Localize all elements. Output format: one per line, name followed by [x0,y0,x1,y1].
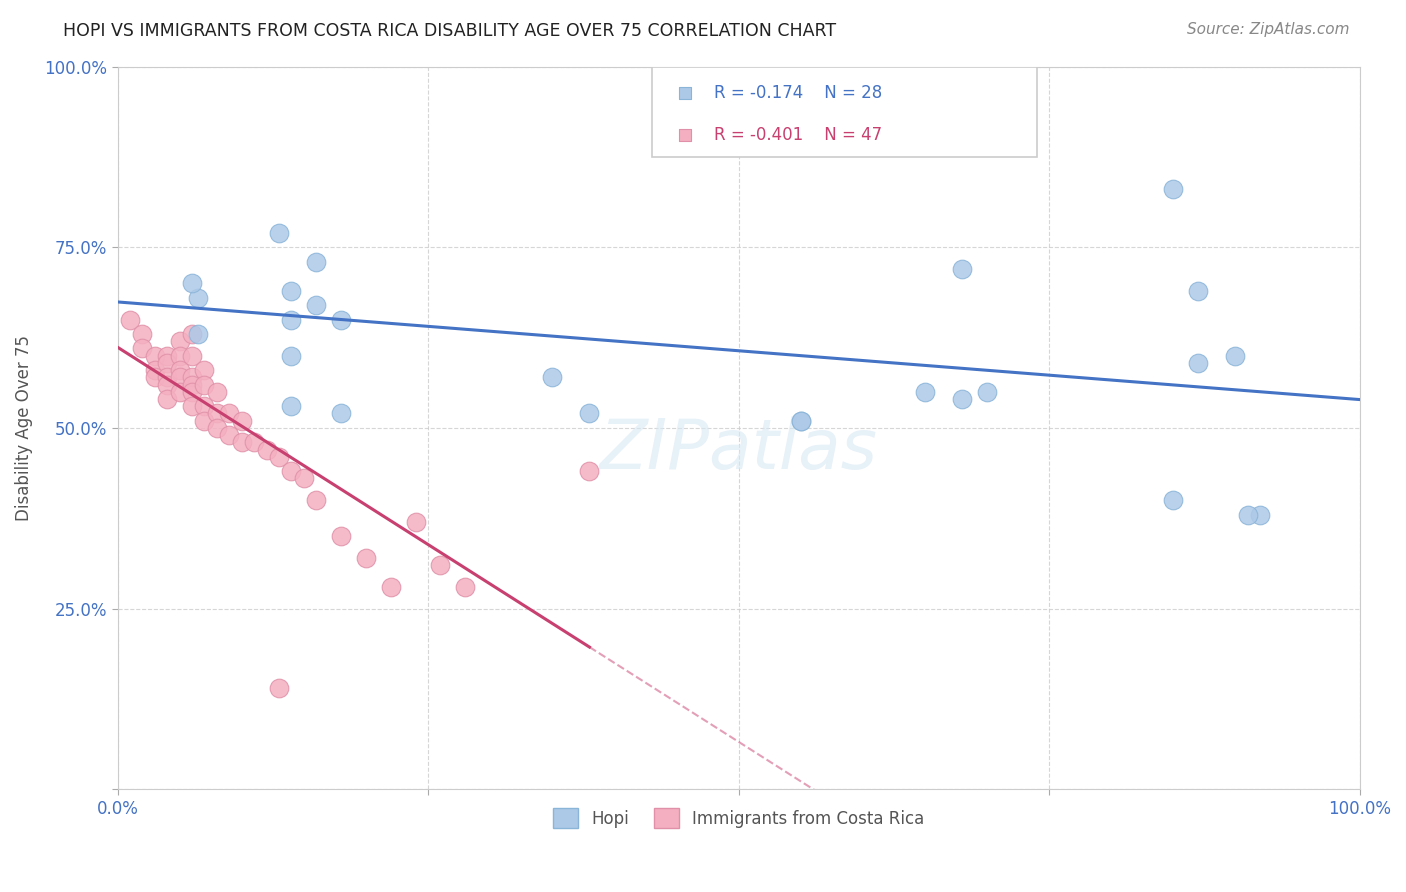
Point [673,128,696,142]
Point [193,363,215,377]
Point [169,349,191,363]
Point [429,558,451,573]
Point [187,291,209,305]
Point [267,450,290,464]
Point [673,87,696,101]
Point [156,377,179,392]
Text: Source: ZipAtlas.com: Source: ZipAtlas.com [1187,22,1350,37]
Point [405,515,427,529]
Point [169,370,191,384]
Point [280,349,302,363]
Point [267,226,290,240]
Point [156,370,179,384]
FancyBboxPatch shape [651,67,1036,157]
Point [690,60,713,74]
Point [280,464,302,478]
Point [292,471,315,485]
Point [231,414,253,428]
Point [169,384,191,399]
Point [156,356,179,370]
Point [578,407,600,421]
Point [1187,284,1209,298]
Text: HOPI VS IMMIGRANTS FROM COSTA RICA DISABILITY AGE OVER 75 CORRELATION CHART: HOPI VS IMMIGRANTS FROM COSTA RICA DISAB… [63,22,837,40]
Point [156,392,179,406]
Point [280,312,302,326]
Point [267,681,290,695]
Point [169,334,191,349]
Point [143,363,166,377]
Point [330,312,353,326]
Point [169,363,191,377]
Point [305,493,328,508]
Point [330,407,353,421]
Point [1161,493,1184,508]
Point [156,349,179,363]
Point [181,349,204,363]
Text: ZIPatlas: ZIPatlas [599,416,877,483]
Point [1161,182,1184,196]
Point [181,326,204,341]
Point [305,298,328,312]
Point [454,580,477,594]
Point [218,407,240,421]
Point [789,414,811,428]
Point [131,326,153,341]
Point [181,384,204,399]
Point [1236,508,1258,522]
Point [354,551,377,566]
Point [193,377,215,392]
Legend: Hopi, Immigrants from Costa Rica: Hopi, Immigrants from Costa Rica [546,801,931,835]
Point [181,277,204,291]
Point [330,529,353,543]
Point [914,384,936,399]
Point [578,464,600,478]
Point [143,349,166,363]
Text: R = -0.401    N = 47: R = -0.401 N = 47 [714,126,882,144]
Point [131,342,153,356]
Point [143,370,166,384]
Text: R = -0.174    N = 28: R = -0.174 N = 28 [714,85,882,103]
Point [118,312,141,326]
Point [181,370,204,384]
Point [976,384,998,399]
Point [789,414,811,428]
Point [205,421,228,435]
Point [193,414,215,428]
Point [193,399,215,413]
Point [243,435,266,450]
Point [187,326,209,341]
Point [305,254,328,268]
Point [950,392,973,406]
Point [181,399,204,413]
Point [1249,508,1271,522]
Y-axis label: Disability Age Over 75: Disability Age Over 75 [15,334,32,521]
Point [256,442,278,457]
Point [280,399,302,413]
Point [1187,356,1209,370]
Point [950,261,973,276]
Point [205,384,228,399]
Point [280,284,302,298]
Point [181,377,204,392]
Point [218,428,240,442]
Point [205,407,228,421]
Point [231,435,253,450]
Point [541,370,564,384]
Point [1225,349,1247,363]
Point [380,580,402,594]
